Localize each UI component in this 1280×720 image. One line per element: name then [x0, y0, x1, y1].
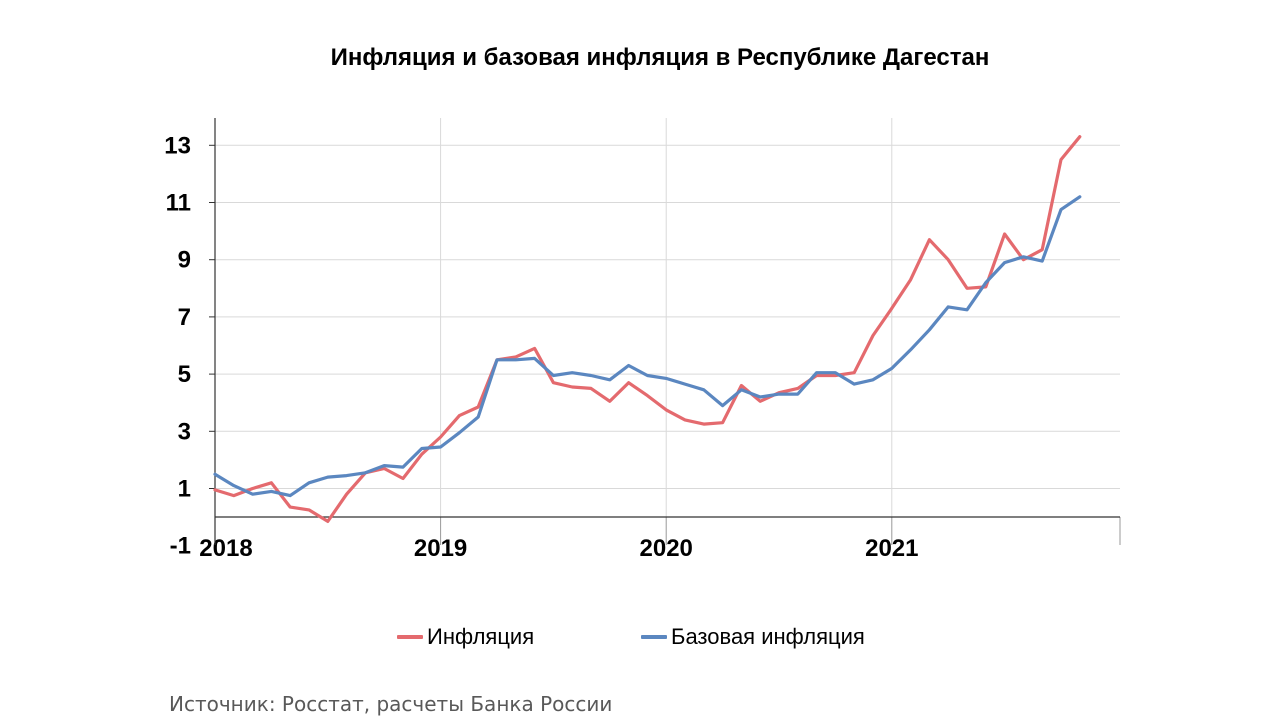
inflation-line — [213, 135, 1082, 524]
y-tick-label: 3 — [178, 418, 191, 445]
legend-label-core-inflation: Базовая инфляция — [671, 624, 865, 649]
legend-swatch-inflation — [397, 635, 423, 639]
legend-label-inflation: Инфляция — [427, 624, 535, 649]
x-tick-label: 2021 — [865, 535, 918, 562]
y-tick-label: 7 — [178, 304, 191, 331]
y-tick-label: 9 — [178, 247, 191, 274]
y-tick-label: 5 — [178, 361, 191, 388]
legend-swatch-core-inflation — [641, 635, 667, 639]
x-tick-label: 2020 — [640, 535, 693, 562]
chart-title: Инфляция и базовая инфляция в Республике… — [330, 44, 990, 71]
x-tick-label: 2019 — [414, 535, 467, 562]
y-tick-label: 11 — [166, 190, 191, 217]
core-inflation-line — [213, 195, 1082, 498]
y-tick-label: 13 — [164, 132, 191, 159]
legend-item-core-inflation: Базовая инфляция — [641, 624, 865, 650]
y-tick-label: -1 — [170, 533, 191, 560]
source-note: Источник: Росстат, расчеты Банка России — [169, 692, 613, 716]
y-tick-label: 1 — [178, 476, 191, 503]
x-tick-label: 2018 — [199, 535, 252, 562]
legend-item-inflation: Инфляция — [397, 624, 534, 650]
